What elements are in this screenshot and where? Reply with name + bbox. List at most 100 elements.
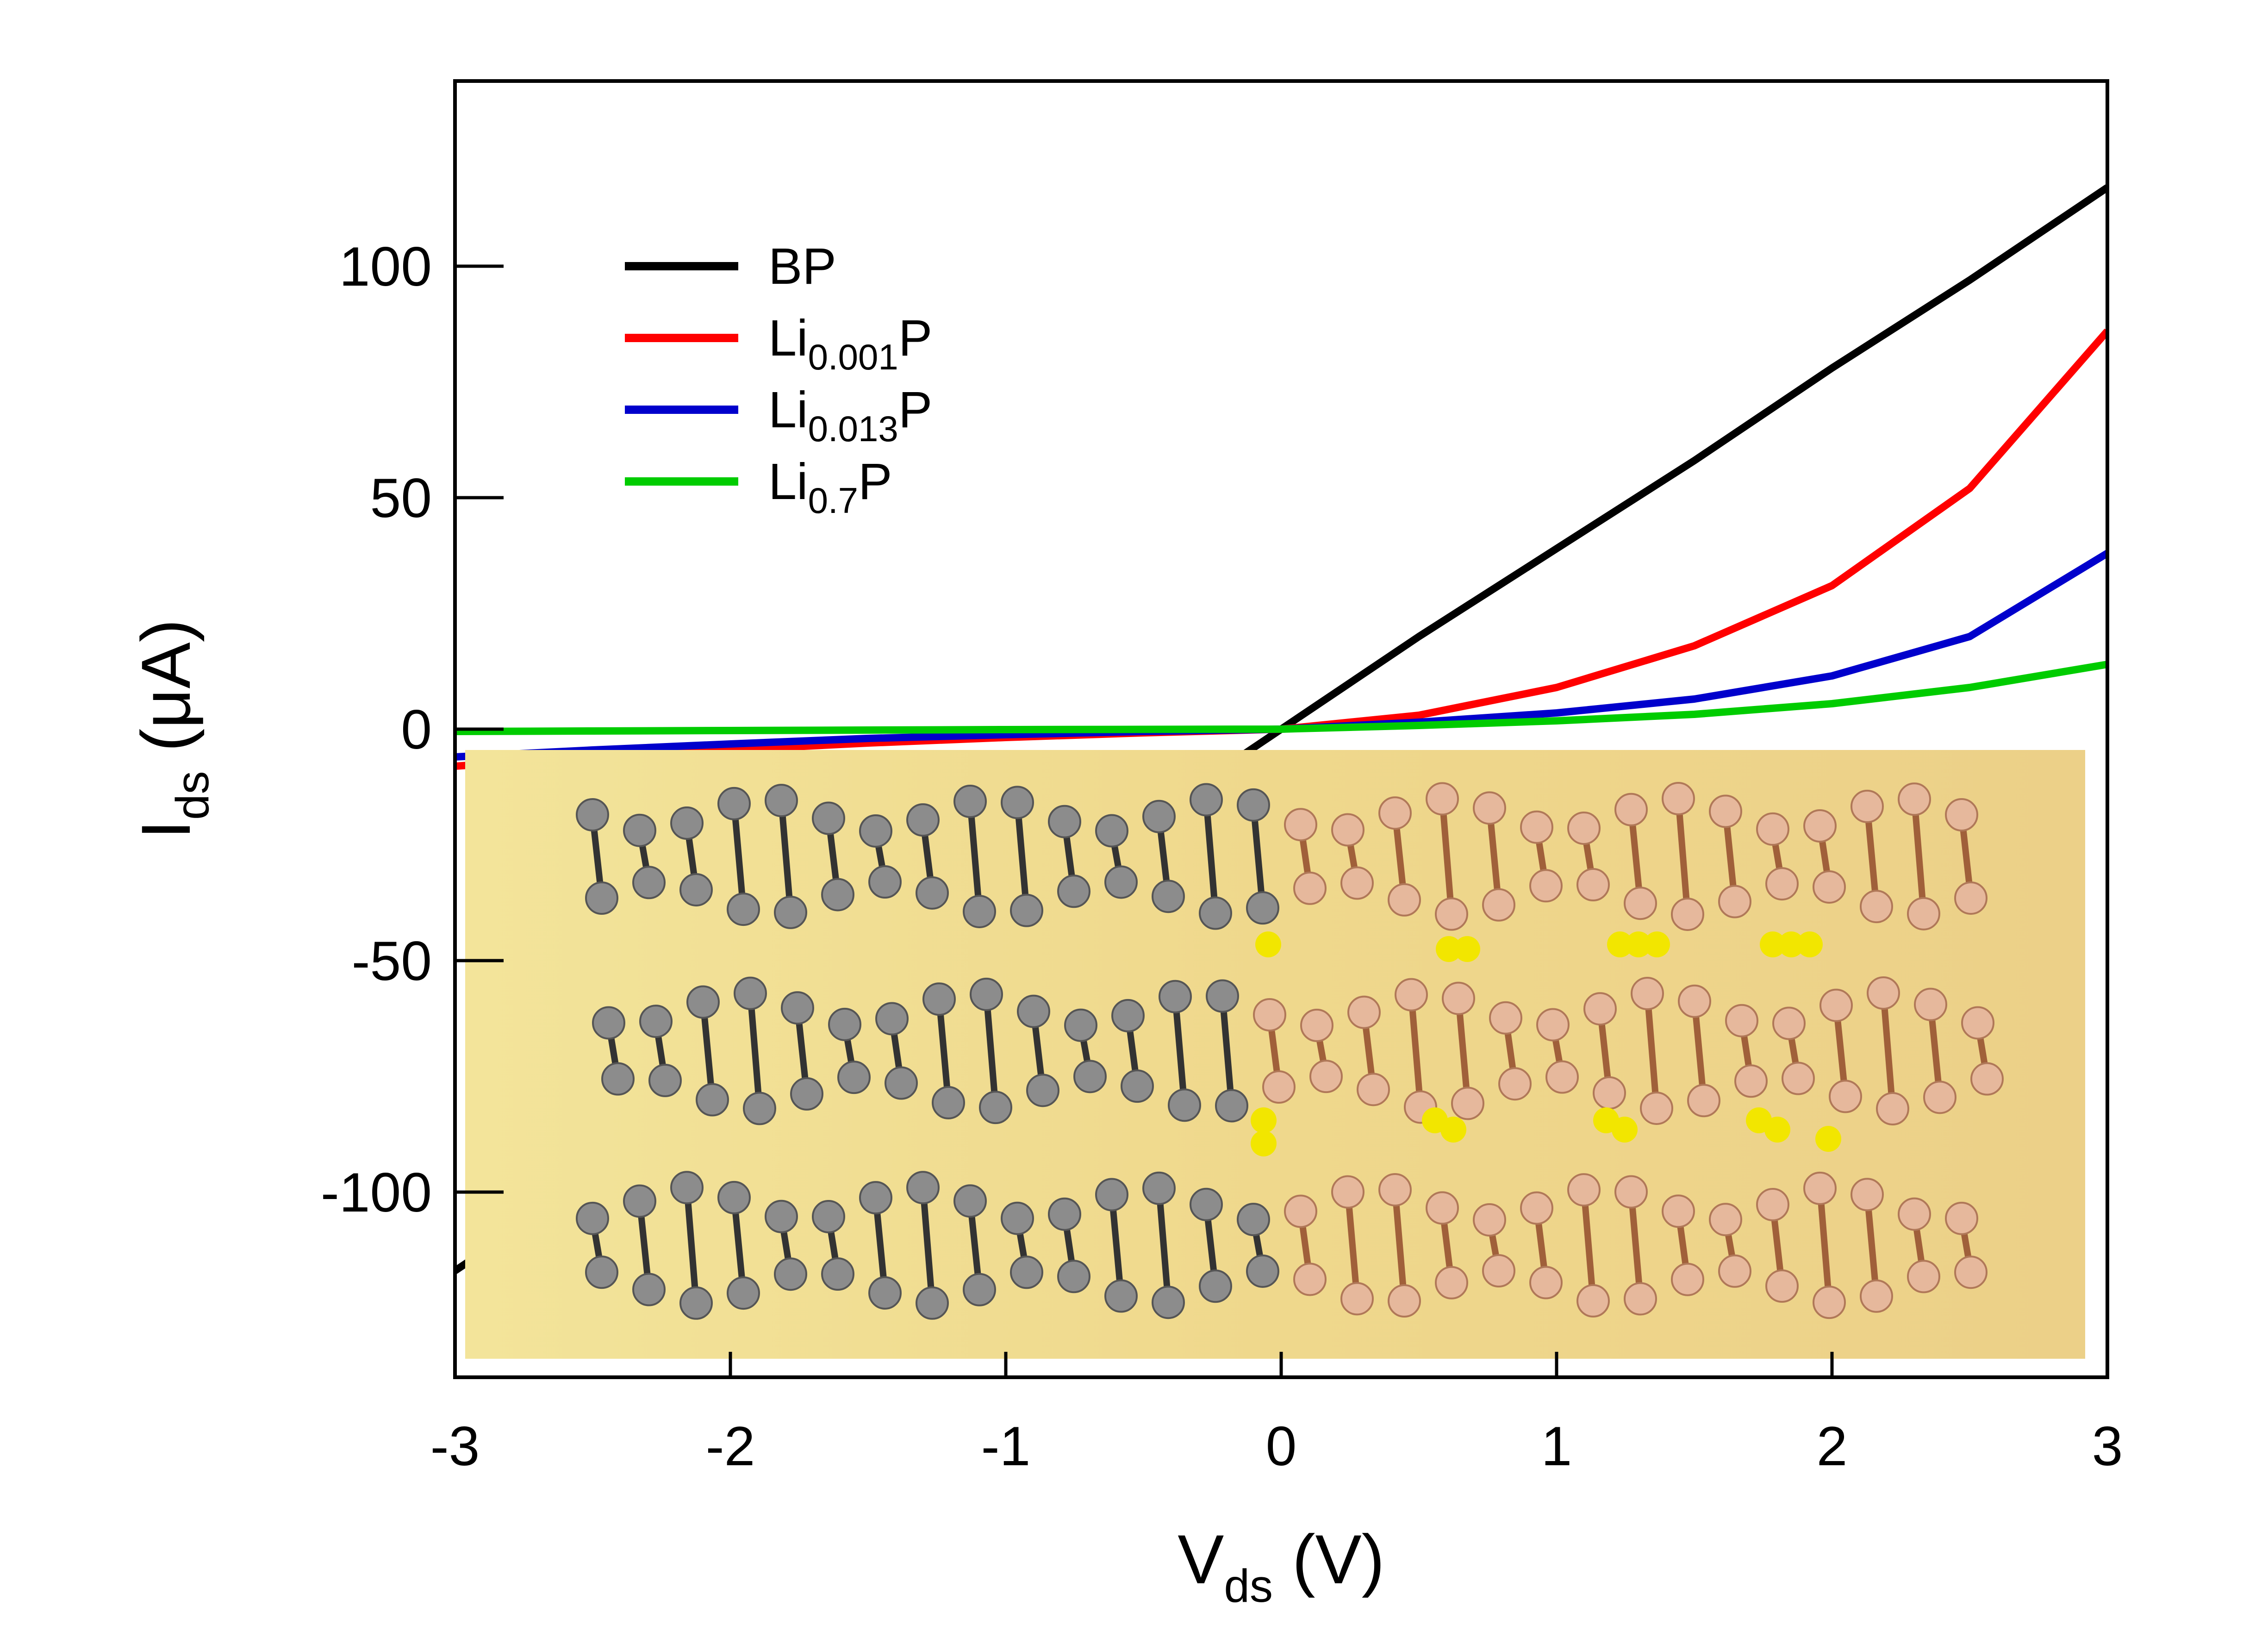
inset-atom (1583, 992, 1617, 1026)
inset-atom (1001, 786, 1034, 819)
inset-atom (1614, 793, 1648, 826)
inset-atom (1709, 1203, 1742, 1237)
inset-atom (1121, 1069, 1154, 1103)
inset-atom (1064, 1008, 1097, 1042)
inset-atom (1142, 1171, 1176, 1205)
x-tick-label: 0 (1266, 1415, 1297, 1477)
inset-lithium-atom (1778, 931, 1804, 957)
inset-atom (1104, 865, 1138, 899)
x-tick-label: -3 (430, 1415, 480, 1477)
inset-atom (1914, 987, 1947, 1021)
inset-lithium-atom (1607, 931, 1633, 957)
inset-atom (1520, 810, 1553, 844)
inset-atom (1482, 888, 1515, 922)
inset-atom (1435, 1266, 1468, 1299)
inset-atom (623, 813, 656, 847)
inset-bond (684, 1187, 699, 1304)
inset-atom (1498, 1067, 1532, 1101)
inset-atom (1725, 1004, 1758, 1037)
inset-atom (592, 1006, 625, 1040)
inset-atom (1142, 800, 1176, 833)
inset-bond (920, 1187, 935, 1304)
inset-lithium-atom (1797, 931, 1823, 957)
inset-atom (1851, 789, 1884, 823)
series-line-3 (455, 661, 2107, 735)
inset-atom (1331, 1175, 1365, 1209)
inset-atom (576, 1201, 609, 1235)
inset-atom (1426, 1191, 1459, 1225)
inset-atom (1057, 875, 1090, 908)
inset-atom (868, 1276, 902, 1310)
inset-atom (1536, 1008, 1570, 1042)
inset-atom (1473, 791, 1506, 825)
inset-lithium-atom (1440, 1117, 1466, 1143)
inset-atom (696, 1083, 729, 1117)
inset-atom (765, 784, 798, 818)
inset-atom (1048, 805, 1081, 838)
inset-atom (1284, 808, 1317, 842)
inset-atom (1451, 1087, 1484, 1120)
inset-bond (1203, 799, 1219, 914)
inset-atom (1378, 796, 1412, 830)
inset-atom (1001, 1201, 1034, 1235)
inset-atom (906, 803, 940, 837)
inset-lithium-atom (1764, 1117, 1790, 1143)
inset-atom (1426, 782, 1459, 816)
inset-bond (1392, 1189, 1408, 1301)
inset-atom (1237, 788, 1270, 822)
inset-atom (1640, 1091, 1673, 1125)
inset-atom (1970, 1062, 2004, 1096)
inset-atom (639, 1005, 673, 1038)
inset-atom (1898, 1197, 1931, 1231)
legend-label-1: Li0.001P (768, 310, 932, 377)
inset-atom (1048, 1197, 1081, 1231)
inset-bond (1014, 802, 1030, 911)
inset-atom (1168, 1088, 1201, 1122)
inset-bond (1644, 993, 1660, 1109)
inset-atom (1876, 1092, 1909, 1125)
inset-atom (1010, 1256, 1043, 1289)
inset-atom (1262, 1070, 1296, 1104)
inset-atom (1765, 867, 1799, 901)
inset-lithium-atom (1612, 1117, 1638, 1143)
inset-atom (576, 798, 609, 831)
inset-atom (1215, 1089, 1248, 1123)
inset-atom (774, 895, 807, 929)
inset-bond (983, 994, 999, 1108)
inset-atom (1340, 866, 1374, 900)
y-tick-label: -100 (321, 1162, 432, 1224)
inset-bond (1250, 805, 1266, 908)
inset-atom (1851, 1178, 1884, 1212)
inset-atom (963, 1273, 996, 1306)
inset-atom (1576, 1284, 1610, 1318)
legend-label-2: Li0.013P (768, 381, 932, 449)
inset-atom (632, 1273, 666, 1306)
inset-atom (1860, 1279, 1893, 1313)
inset-atom (1104, 1279, 1138, 1313)
inset-atom (765, 1199, 798, 1233)
inset-atom (727, 893, 760, 926)
inset-atom (1010, 893, 1043, 927)
inset-atom (743, 1092, 776, 1125)
inset-lithium-atom (1644, 931, 1670, 957)
inset-bond (967, 801, 983, 912)
inset-atom (1309, 1060, 1343, 1093)
inset-atom (670, 806, 704, 840)
axes: -3 -2 -1 0 1 2 3 -100 -50 0 50 100 (321, 79, 2123, 1477)
inset-atoms (576, 782, 2004, 1320)
inset-atom (1482, 1254, 1515, 1288)
inset-atom (1529, 1266, 1563, 1299)
inset-atom (916, 876, 949, 910)
inset-bond (1864, 1194, 1880, 1297)
inset-atom (1489, 1001, 1522, 1035)
inset-atom (1813, 870, 1846, 904)
y-ticks: -100 -50 0 50 100 (321, 236, 504, 1224)
inset-lithium-atom (1251, 1107, 1277, 1133)
inset-atom (1473, 1203, 1506, 1237)
inset-atom (1567, 811, 1601, 845)
inset-atom (686, 985, 720, 1019)
inset-atom (1095, 814, 1128, 848)
inset-lithium-atom (1255, 931, 1281, 957)
inset-atom (1631, 977, 1664, 1011)
inset-atom (648, 1063, 682, 1097)
